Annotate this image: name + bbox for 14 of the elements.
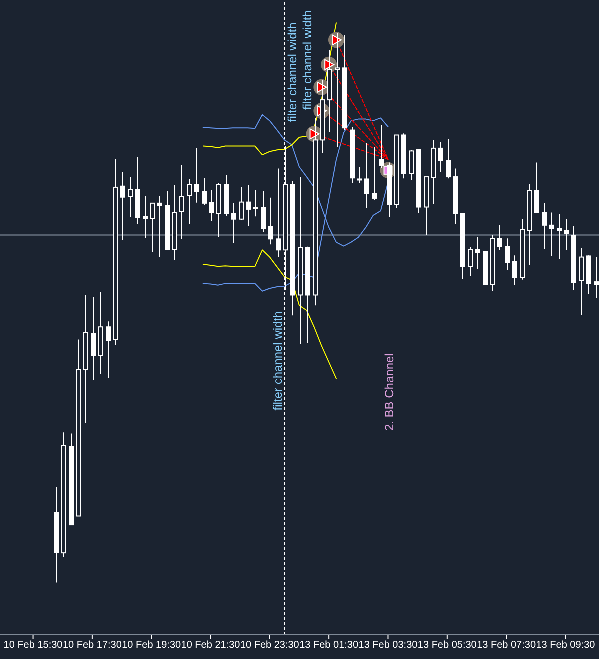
annotation: filter channel width <box>300 10 314 110</box>
x-tick-label: 13 Feb 05:30 <box>418 640 478 652</box>
x-tick-label: 13 Feb 03:30 <box>358 640 418 652</box>
x-tick-label: 13 Feb 09:30 <box>536 640 596 652</box>
x-tick-label: 10 Feb 21:30 <box>181 640 241 652</box>
annotation: 2. BB Channel <box>382 354 396 432</box>
annotation: filter channel width <box>286 22 300 122</box>
x-tick-label: 13 Feb 07:30 <box>477 640 536 652</box>
x-tick-label: 13 Feb 01:30 <box>300 640 359 652</box>
annotation: filter channel width <box>270 311 285 411</box>
x-tick-label: 10 Feb 19:30 <box>122 640 182 652</box>
x-tick-label: 10 Feb 23:30 <box>240 640 300 652</box>
x-tick-label: 10 Feb 15:30 <box>4 640 64 652</box>
x-tick-label: 10 Feb 17:30 <box>62 640 122 652</box>
